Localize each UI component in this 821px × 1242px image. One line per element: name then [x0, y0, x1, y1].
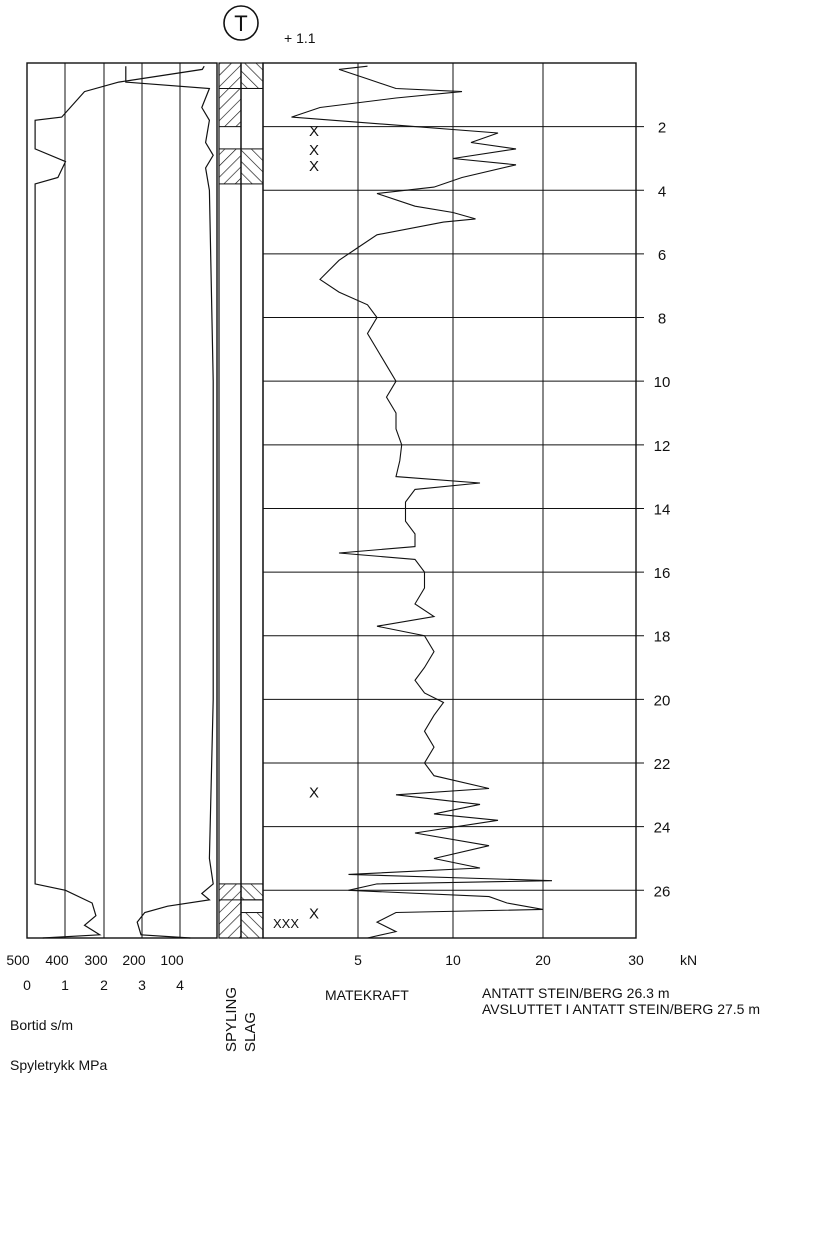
matekraft-tick-label: 30 [628, 952, 644, 968]
x-marker: X [309, 906, 319, 923]
hatch-block [218, 148, 242, 185]
kn-unit-label: kN [680, 952, 697, 968]
bortid-tick-label: 500 [6, 952, 30, 968]
depth-tick-label: 20 [654, 692, 671, 709]
matekraft-gridlines [263, 63, 644, 938]
hatch-block [218, 62, 242, 128]
spyletrykk-tick-label: 4 [176, 977, 184, 993]
spyletrykk-caption: Spyletrykk MPa [10, 1057, 107, 1073]
bortid-curve [34, 65, 205, 939]
matekraft-tick-label: 10 [445, 952, 461, 968]
depth-tick-label: 22 [654, 756, 671, 773]
hatch-block [240, 62, 264, 89]
spyletrykk-tick-label: 2 [100, 977, 108, 993]
method-symbol-letter: T [234, 11, 247, 36]
hatch-blocks [218, 62, 264, 939]
matekraft-caption: MATEKRAFT [325, 987, 409, 1003]
matekraft-panel-frame [262, 62, 637, 939]
spyletrykk-tick-label: 1 [61, 977, 69, 993]
depth-tick-label: 18 [654, 629, 671, 646]
depth-tick-label: 2 [658, 120, 666, 137]
matekraft-tick-labels: 5 10 20 30 [354, 952, 644, 968]
spyletrykk-tick-label: 3 [138, 977, 146, 993]
matekraft-tick-label: 20 [535, 952, 551, 968]
bortid-tick-label: 100 [160, 952, 184, 968]
hatch-block [240, 883, 264, 901]
hatch-block [240, 148, 264, 185]
spyletrykk-tick-labels: 0 1 2 3 4 [23, 977, 184, 993]
bortid-caption: Bortid s/m [10, 1017, 73, 1033]
method-symbol-circle [223, 5, 259, 41]
x-marker: X [309, 142, 319, 159]
note-avsluttet: AVSLUTTET I ANTATT STEIN/BERG 27.5 m [482, 1001, 760, 1017]
bortid-tick-label: 200 [122, 952, 146, 968]
bortid-tick-label: 300 [84, 952, 108, 968]
depth-tick-label: 10 [654, 374, 671, 391]
spyling-column [218, 62, 242, 939]
bortid-tick-label: 400 [45, 952, 69, 968]
matekraft-tick-label: 5 [354, 952, 362, 968]
matekraft-curve [291, 65, 553, 939]
spyling-vertical-label: SPYLING [223, 987, 240, 1052]
left-panel-frame [26, 62, 218, 939]
left-panel-gridlines [64, 63, 181, 938]
left-panel [26, 62, 218, 939]
x-marker: X [309, 123, 319, 140]
x-marker: X [309, 785, 319, 802]
bortid-tick-labels: 500 400 300 200 100 [6, 952, 184, 968]
depth-tick-label: 8 [658, 311, 666, 328]
xxx-marker: XXX [273, 916, 299, 931]
depth-tick-label: 14 [654, 501, 671, 518]
depth-tick-label: 26 [654, 883, 671, 900]
note-stein-berg: ANTATT STEIN/BERG 26.3 m [482, 985, 669, 1001]
spyletrykk-tick-label: 0 [23, 977, 31, 993]
slag-vertical-label: SLAG [242, 1012, 259, 1052]
depth-tick-label: 16 [654, 565, 671, 582]
depth-tick-label: 24 [654, 820, 671, 837]
depth-tick-label: 6 [658, 247, 666, 264]
hatch-block [218, 883, 242, 939]
depth-tick-label: 12 [654, 438, 671, 455]
slag-column [240, 62, 264, 939]
spyling-slag-columns [218, 62, 264, 939]
x-marker: X [309, 158, 319, 175]
depth-tick-label: 4 [658, 183, 666, 200]
elevation-label: + 1.1 [284, 30, 316, 46]
spyletrykk-curve [125, 66, 214, 939]
hatch-block [240, 912, 264, 939]
